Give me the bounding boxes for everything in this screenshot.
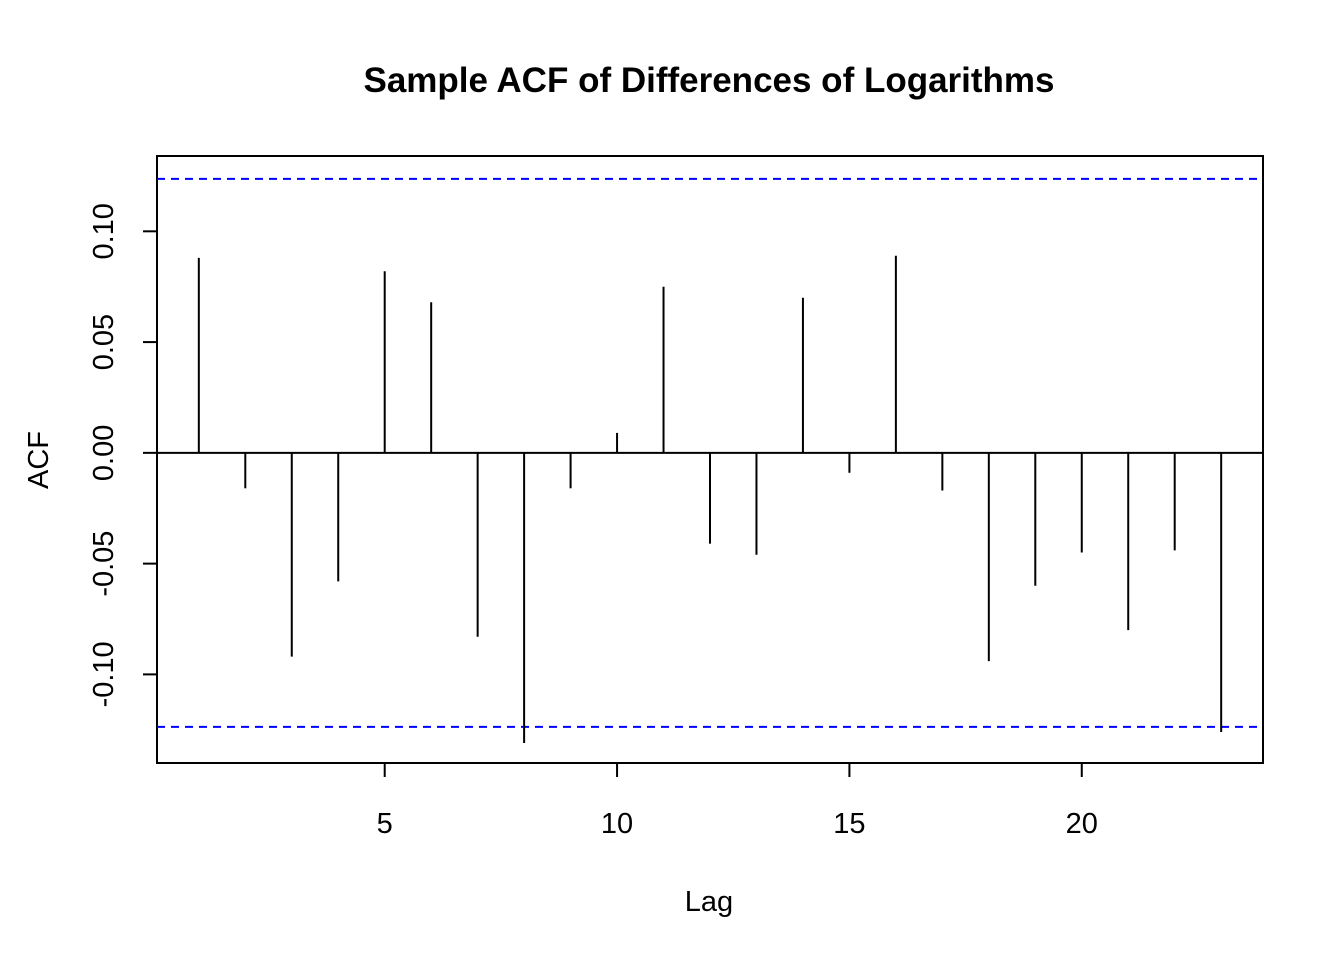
y-tick-label: -0.10 bbox=[88, 641, 120, 707]
chart-title: Sample ACF of Differences of Logarithms bbox=[363, 61, 1054, 100]
x-axis-label: Lag bbox=[685, 886, 733, 918]
y-tick-label: -0.05 bbox=[88, 531, 120, 597]
x-tick-label: 5 bbox=[377, 808, 393, 840]
x-axis: 5 10 15 20 bbox=[377, 763, 1098, 840]
y-tick-label: 0.00 bbox=[88, 425, 120, 481]
x-tick-label: 20 bbox=[1066, 808, 1098, 840]
y-axis-label: ACF bbox=[23, 431, 55, 489]
x-tick-label: 15 bbox=[833, 808, 865, 840]
x-tick-label: 10 bbox=[601, 808, 633, 840]
y-tick-label: 0.05 bbox=[88, 314, 120, 370]
plot-frame bbox=[156, 155, 1264, 764]
chart-marks bbox=[157, 177, 1263, 744]
y-tick-label: 0.10 bbox=[88, 203, 120, 259]
y-axis: -0.10 -0.05 0.00 0.05 0.10 bbox=[88, 203, 157, 707]
